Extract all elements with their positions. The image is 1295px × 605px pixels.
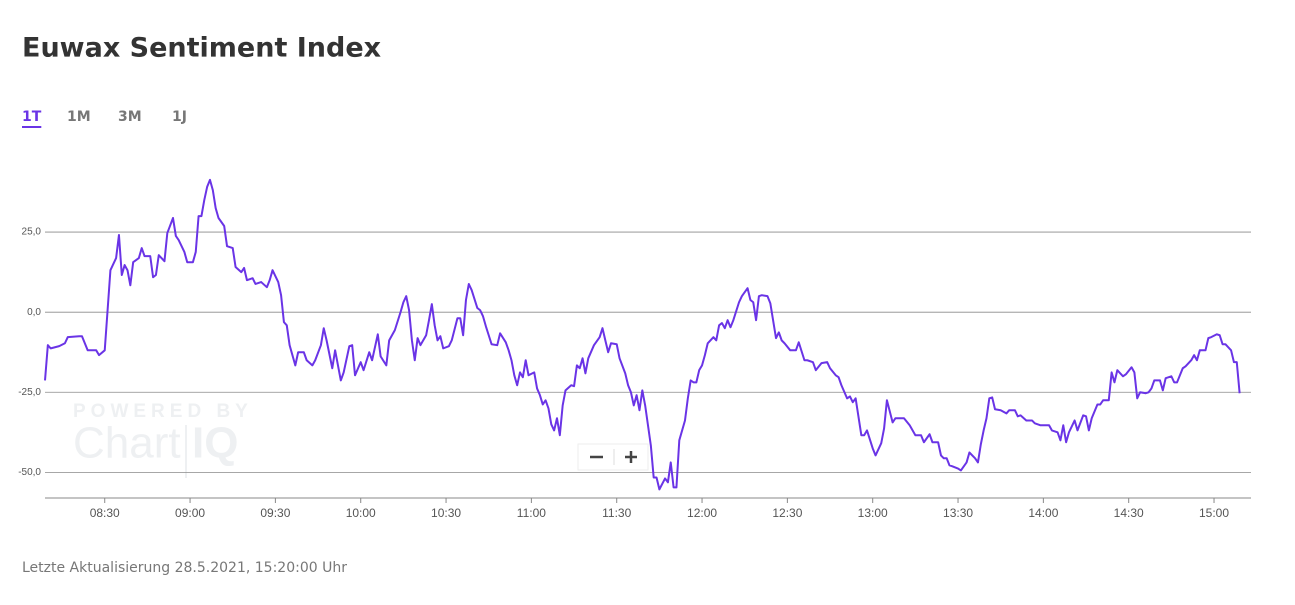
x-tick-label: 08:30 — [90, 506, 120, 520]
x-tick-label: 14:00 — [1028, 506, 1058, 520]
x-tick-label: 10:00 — [346, 506, 376, 520]
range-tab[interactable]: 1M — [67, 109, 91, 125]
y-tick-label: 0,0 — [27, 307, 41, 318]
last-update: Letzte Aktualisierung 28.5.2021, 15:20:0… — [22, 560, 347, 576]
x-tick-label: 11:30 — [602, 506, 631, 520]
y-tick-label: -25,0 — [18, 387, 41, 398]
watermark: POWERED BY Chart IQ — [73, 401, 253, 478]
range-tab[interactable]: 1T — [22, 109, 42, 125]
range-tab[interactable]: 3M — [118, 109, 142, 125]
zoom-in[interactable] — [615, 446, 646, 468]
x-tick-label: 12:30 — [772, 506, 802, 520]
x-tick-label: 09:00 — [175, 506, 205, 520]
y-tick-label: 25,0 — [22, 227, 42, 238]
watermark-brand: Chart — [73, 419, 181, 468]
range-tab[interactable]: 1J — [172, 109, 187, 125]
chart-title: Euwax Sentiment Index — [22, 33, 381, 64]
x-tick-label: 11:00 — [517, 506, 546, 520]
watermark-text: POWERED BY — [73, 401, 253, 422]
x-tick-label: 09:30 — [260, 506, 290, 520]
x-tick-label: 13:00 — [858, 506, 888, 520]
x-tick-label: 10:30 — [431, 506, 461, 520]
x-tick-label: 13:30 — [943, 506, 973, 520]
sentiment-line — [44, 178, 1241, 491]
x-tick-label: 12:00 — [687, 506, 717, 520]
watermark-brand: IQ — [192, 419, 238, 468]
x-tick-label: 14:30 — [1114, 506, 1144, 520]
range-tabs: 1T 1M 3M 1J — [22, 109, 187, 128]
plot: -50,0 -25,0 0,0 25,0 08:30 09:00 09:30 10:00 10:… — [18, 178, 1251, 520]
zoom-out[interactable] — [580, 446, 613, 468]
x-tick-label: 15:00 — [1199, 506, 1229, 520]
zoom-controls — [577, 443, 649, 471]
y-tick-label: -50,0 — [18, 467, 41, 478]
